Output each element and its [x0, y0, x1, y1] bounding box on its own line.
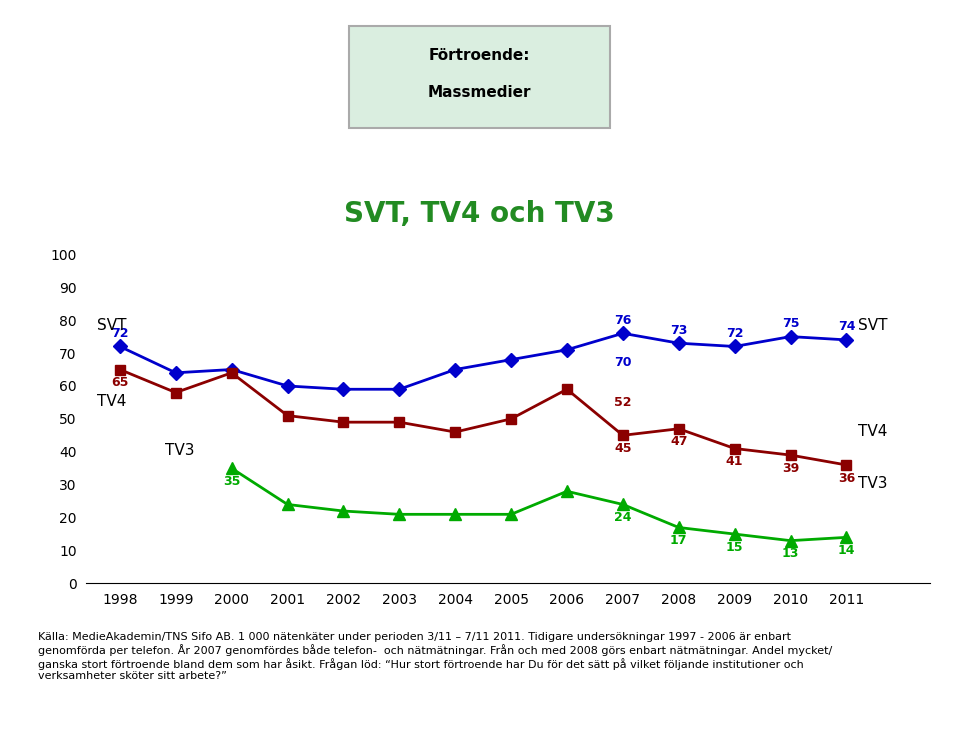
Text: 45: 45 — [614, 442, 632, 455]
Text: Källa: MedieAkademin/TNS Sifo AB. 1 000 nätenkäter under perioden 3/11 – 7/11 20: Källa: MedieAkademin/TNS Sifo AB. 1 000 … — [38, 632, 832, 681]
Text: SVT: SVT — [98, 319, 127, 334]
Text: Massmedier: Massmedier — [428, 85, 531, 99]
Text: SVT: SVT — [857, 319, 887, 334]
Text: 76: 76 — [614, 313, 632, 327]
Text: 74: 74 — [837, 320, 855, 334]
Text: 15: 15 — [726, 541, 743, 554]
Text: 35: 35 — [222, 475, 241, 488]
Text: Förtroende:: Förtroende: — [429, 48, 530, 63]
Text: 72: 72 — [111, 327, 129, 340]
Text: 36: 36 — [838, 471, 855, 485]
FancyBboxPatch shape — [349, 26, 610, 127]
Text: MEDIEAKADEMIN: MEDIEAKADEMIN — [413, 147, 546, 160]
Text: TV3: TV3 — [165, 444, 194, 459]
Text: TV4: TV4 — [857, 423, 887, 438]
Text: 70: 70 — [614, 356, 632, 370]
Text: 72: 72 — [726, 327, 743, 340]
Text: 52: 52 — [614, 396, 632, 409]
Text: 14: 14 — [837, 544, 855, 557]
Text: 47: 47 — [670, 435, 688, 448]
Text: 41: 41 — [726, 455, 743, 468]
Text: TV4: TV4 — [98, 394, 127, 409]
Text: 73: 73 — [670, 324, 688, 337]
Text: TV3: TV3 — [857, 476, 887, 491]
Text: 13: 13 — [782, 548, 799, 560]
Text: 17: 17 — [670, 534, 688, 547]
Text: 75: 75 — [782, 317, 799, 330]
Text: SVT, TV4 och TV3: SVT, TV4 och TV3 — [344, 200, 615, 228]
Text: 24: 24 — [614, 511, 632, 524]
Text: 65: 65 — [111, 376, 129, 389]
Text: 39: 39 — [782, 462, 799, 475]
